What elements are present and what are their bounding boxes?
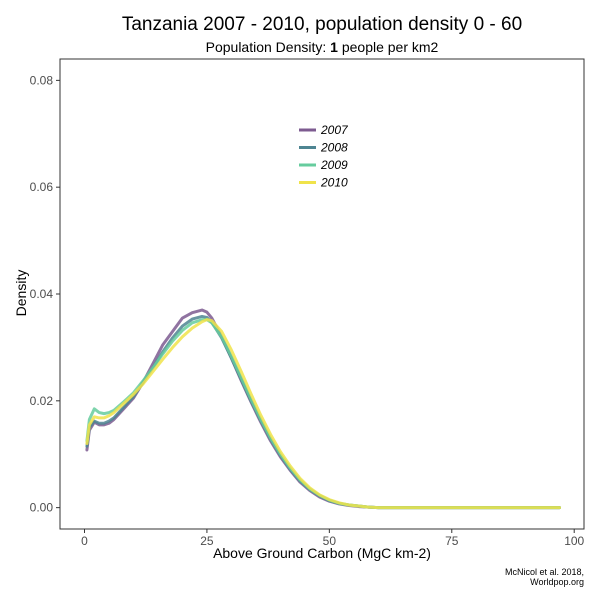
legend-label-2008: 2008 xyxy=(320,141,348,155)
series-line-2008 xyxy=(85,314,562,510)
series-line-2007 xyxy=(85,308,562,510)
plot-area xyxy=(59,58,585,530)
caption-line-1: McNicol et al. 2018, xyxy=(505,567,584,577)
y-tick-label: 0.08 xyxy=(30,73,54,87)
x-axis-title: Above Ground Carbon (MgC km-2) xyxy=(213,545,431,561)
y-tick-label: 0.02 xyxy=(30,394,54,408)
x-tick-label: 50 xyxy=(323,534,337,548)
x-tick-label: 100 xyxy=(564,534,584,548)
x-tick-label: 25 xyxy=(200,534,214,548)
legend-label-2009: 2009 xyxy=(320,158,348,172)
legend-label-2007: 2007 xyxy=(320,123,349,137)
x-axis: 0 25 50 75 100 xyxy=(81,529,585,548)
x-tick-label: 0 xyxy=(81,534,88,548)
x-tick-label: 75 xyxy=(445,534,459,548)
subtitle-prefix: Population Density: xyxy=(206,39,331,55)
legend: 2007 2008 2009 2010 xyxy=(299,123,349,190)
caption-line-2: Worldpop.org xyxy=(530,577,584,587)
y-tick-label: 0.06 xyxy=(30,180,54,194)
y-axis: 0.00 0.02 0.04 0.06 0.08 xyxy=(30,73,60,515)
y-tick-label: 0.00 xyxy=(30,501,54,515)
series-line-2009 xyxy=(85,318,562,510)
chart-title: Tanzania 2007 - 2010, population density… xyxy=(122,14,522,35)
legend-label-2010: 2010 xyxy=(320,176,348,190)
y-tick-label: 0.04 xyxy=(30,287,54,301)
chart-subtitle: Population Density: 1 people per km2 xyxy=(206,39,439,55)
subtitle-suffix: people per km2 xyxy=(338,39,439,55)
series-line-2010 xyxy=(85,318,562,510)
subtitle-value: 1 xyxy=(330,39,338,55)
y-axis-title: Density xyxy=(13,270,29,317)
